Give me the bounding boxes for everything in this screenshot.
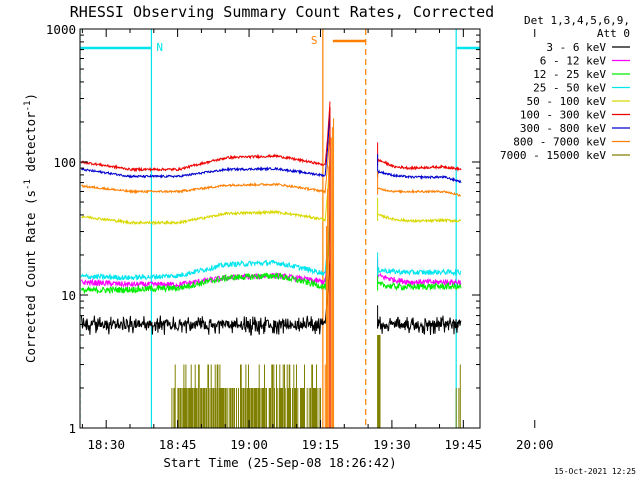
y-tick-label: 1: [68, 421, 76, 436]
legend-entry-label: 7000 - 15000 keV: [500, 149, 606, 162]
generation-timestamp: 15-Oct-2021 12:25: [554, 467, 636, 476]
y-tick-label: 10: [61, 288, 76, 303]
chart-title: RHESSI Observing Summary Count Rates, Co…: [70, 3, 494, 21]
legend-header-detectors: Det 1,3,4,5,6,9,: [524, 14, 630, 27]
x-tick-label: 19:45: [445, 437, 483, 452]
night-interval-1: [455, 29, 480, 428]
x-tick-label: 20:00: [516, 437, 554, 452]
series-trace-before-gap: [81, 127, 331, 195]
x-tick-label: 18:45: [159, 437, 197, 452]
series-trace-after-gap: [377, 187, 462, 197]
plot-frame: [79, 28, 481, 429]
y-tick-label: 100: [53, 155, 76, 170]
series-trace-after-gap: [377, 280, 462, 292]
x-tick-label: 19:15: [302, 437, 340, 452]
y-axis-label: Corrected Count Rate (s-1 detector-1): [23, 93, 38, 363]
series-800-7000-keV: [81, 127, 462, 197]
x-tick-label: 18:30: [87, 437, 125, 452]
series-trace-before-gap: [80, 210, 331, 281]
plot-axes: 1 10 100 1000 18:30 18:45 19:00 19:15 19:30 19:45…: [46, 22, 554, 452]
saa-interval-2: S: [311, 29, 367, 428]
series-trace-after-gap: [377, 169, 462, 184]
night-label: N: [156, 41, 163, 54]
night-interval-0: N: [80, 29, 163, 428]
legend-entry-label: 6 - 12 keV: [540, 55, 607, 68]
legend-entry-label: 100 - 300 keV: [520, 109, 606, 122]
series-trace-before-gap: [81, 155, 331, 226]
series-25-50-keV: [80, 210, 462, 281]
series-50-100-keV: [81, 155, 462, 226]
series-trace-before-gap: [80, 218, 331, 289]
x-axis-label: Start Time (25-Sep-08 18:26:42): [163, 455, 396, 470]
y-tick-label: 1000: [46, 22, 76, 37]
saa-entry-spike: [324, 106, 335, 428]
plot-marks: NS: [80, 29, 480, 428]
legend-entry-label: 50 - 100 keV: [527, 95, 607, 108]
series-trace-after-gap: [377, 315, 462, 336]
series-7000-15000-keV: [171, 335, 461, 428]
series-3-6-keV: [80, 258, 462, 336]
series-trace-after-gap: [377, 267, 462, 277]
saa-label: S: [311, 34, 318, 47]
series-trace-before-gap: [80, 101, 331, 173]
legend-entry-label: 25 - 50 keV: [533, 82, 606, 95]
series-trace-after-gap: [377, 213, 462, 224]
legend-header-attenuator: Att 0: [597, 27, 630, 40]
series-trace-before-gap: [80, 258, 331, 336]
legend-entry-label: 3 - 6 keV: [546, 41, 606, 54]
series-trace-after-gap: [377, 158, 462, 172]
series-trace-before-gap: [80, 223, 331, 295]
legend-entry-label: 12 - 25 keV: [533, 68, 606, 81]
series-trace-before-gap: [81, 112, 331, 179]
x-tick-label: 19:00: [230, 437, 268, 452]
x-tick-label: 19:30: [373, 437, 411, 452]
legend-entry-label: 800 - 7000 keV: [513, 136, 606, 149]
legend-entry-label: 300 - 800 keV: [520, 122, 606, 135]
